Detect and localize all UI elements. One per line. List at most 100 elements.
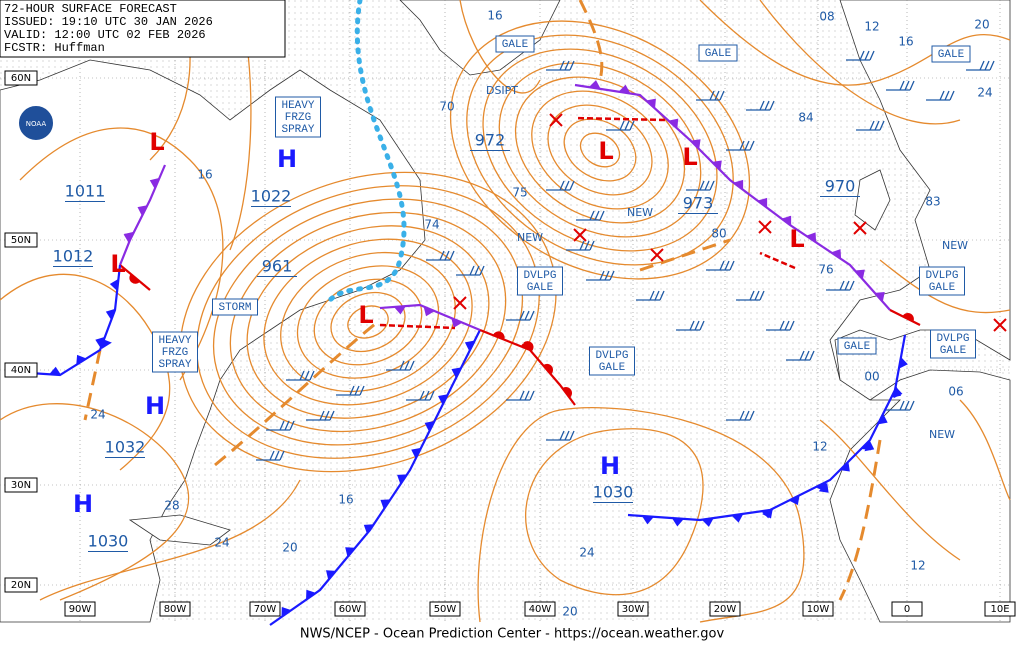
note: NEW xyxy=(942,239,968,252)
front-symbol xyxy=(325,570,336,581)
wind-barb xyxy=(456,265,485,276)
high-symbol: H xyxy=(145,392,165,420)
wind-barb xyxy=(686,180,715,191)
high-symbol: H xyxy=(277,145,297,173)
lon-label: 70W xyxy=(254,604,277,615)
wind-barb xyxy=(546,180,575,191)
trough xyxy=(214,318,381,467)
isobar-label: 80 xyxy=(711,227,726,241)
front xyxy=(269,329,481,626)
lon-label: 10E xyxy=(990,604,1009,615)
lon-label-box xyxy=(891,601,923,617)
lat-label: 60N xyxy=(11,73,31,84)
warning-box xyxy=(517,266,563,296)
low-symbol: L xyxy=(358,301,373,329)
wind-barb xyxy=(576,210,605,221)
isobar-label: 12 xyxy=(864,20,879,34)
wind-barb xyxy=(846,50,875,61)
front-symbol xyxy=(49,366,62,376)
track-arrow xyxy=(379,323,456,330)
isobar xyxy=(466,34,734,266)
front-symbol xyxy=(788,495,800,506)
isobar-label: 20 xyxy=(974,18,989,32)
lat-label: 30N xyxy=(11,480,31,491)
isobar xyxy=(531,90,669,210)
wind-barb xyxy=(606,120,635,131)
header-box xyxy=(0,0,286,58)
warning-text: GALE xyxy=(844,341,871,353)
lon-label: 50W xyxy=(434,604,457,615)
isobar-label: 75 xyxy=(512,186,527,200)
pressure-underline xyxy=(53,266,93,267)
isobar-label: 74 xyxy=(424,218,439,232)
wind-barb xyxy=(886,80,915,91)
wind-barb xyxy=(546,60,575,71)
wind-barb xyxy=(726,140,755,151)
low-symbol: L xyxy=(149,128,164,156)
high-symbol: H xyxy=(73,490,93,518)
wind-barb xyxy=(736,290,765,301)
isobar xyxy=(229,211,507,433)
lon-label-box xyxy=(64,601,96,617)
isobar-label: 08 xyxy=(819,10,834,24)
front-symbol xyxy=(363,524,374,535)
lon-label: 90W xyxy=(69,604,92,615)
wind-barb xyxy=(966,60,995,71)
center-pressure: 1030 xyxy=(593,483,634,502)
front-symbol xyxy=(902,312,914,322)
warning-text: DVLPG xyxy=(936,333,969,345)
pressure-underline xyxy=(678,213,718,214)
front-symbol xyxy=(109,278,119,291)
warning-box xyxy=(212,298,258,316)
isobar xyxy=(263,238,473,406)
wind-barb xyxy=(706,260,735,271)
isobar-label: 70 xyxy=(439,100,454,114)
front-symbol xyxy=(543,363,554,375)
isobar-label: 83 xyxy=(925,195,940,209)
header-line: ISSUED: 19:10 UTC 30 JAN 2026 xyxy=(4,15,213,29)
trough xyxy=(578,0,604,81)
lat-label-box xyxy=(4,232,38,248)
front-symbol xyxy=(671,518,684,527)
isobar xyxy=(514,76,686,224)
wind-barb xyxy=(566,240,595,251)
warning-box xyxy=(275,96,321,138)
isobar-label: 28 xyxy=(164,499,179,513)
lon-label: 40W xyxy=(529,604,552,615)
front-symbol xyxy=(380,499,391,510)
header-line: VALID: 12:00 UTC 02 FEB 2026 xyxy=(4,28,206,42)
front-symbol xyxy=(397,474,408,485)
wind-barb xyxy=(506,310,535,321)
isobar xyxy=(313,278,423,366)
front-symbol xyxy=(424,421,435,432)
warning-text: GALE xyxy=(938,49,965,61)
isobar xyxy=(477,407,805,623)
wind-barb xyxy=(636,290,665,301)
center-pressure: 1032 xyxy=(105,438,146,457)
warning-box xyxy=(495,35,535,53)
center-pressure: 970 xyxy=(825,177,856,196)
low-symbol: L xyxy=(789,225,804,253)
front-symbol xyxy=(562,387,573,398)
lat-label: 40N xyxy=(11,365,31,376)
pressure-underline xyxy=(105,457,145,458)
forecast-position xyxy=(650,248,664,262)
warning-box xyxy=(930,329,976,359)
wind-barb xyxy=(676,320,705,331)
noaa-logo xyxy=(17,104,55,142)
warning-box xyxy=(919,266,965,296)
front-symbol xyxy=(101,338,112,349)
isobar-label: 84 xyxy=(798,111,813,125)
isobar-label: 00 xyxy=(864,370,879,384)
center-pressure: 1030 xyxy=(88,532,129,551)
front-symbol xyxy=(393,306,406,315)
front-symbol xyxy=(762,508,773,519)
isobar xyxy=(0,403,190,601)
isobar-label: 16 xyxy=(197,168,212,182)
front-symbol xyxy=(76,354,87,365)
front-symbol xyxy=(588,80,601,89)
trough xyxy=(83,349,102,421)
warning-box xyxy=(698,44,738,62)
front-symbol xyxy=(733,179,744,190)
isobar-label: 24 xyxy=(214,536,229,550)
